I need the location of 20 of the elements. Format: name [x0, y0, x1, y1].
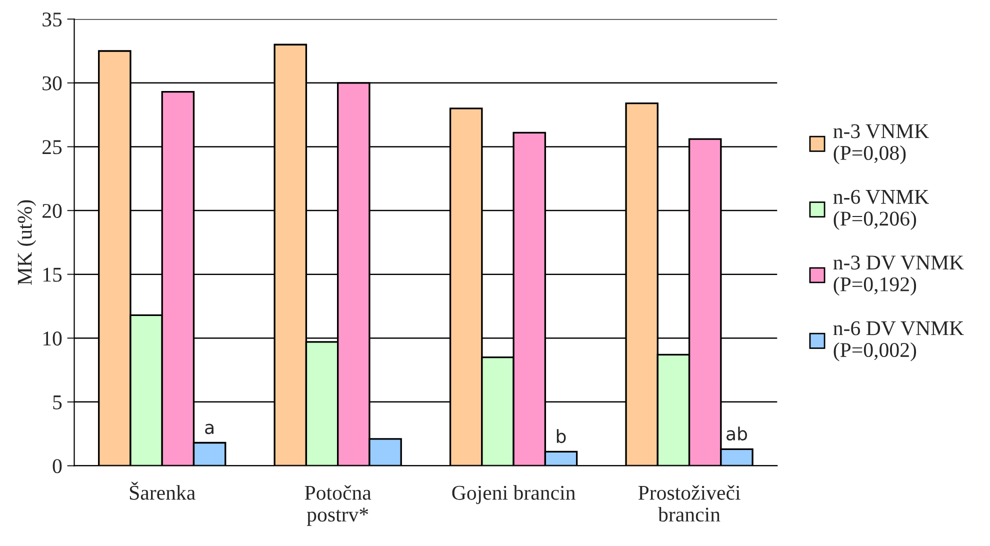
- y-tick-label: 0: [52, 459, 62, 474]
- y-tick-label: 25: [42, 140, 62, 154]
- y-tick-label: 5: [53, 396, 62, 410]
- y-tick-label: 10: [43, 332, 62, 346]
- y-tick-label: 20: [42, 204, 62, 218]
- y-tick-label: 35: [42, 12, 62, 27]
- x-tick-label: Šarenka: [130, 482, 196, 500]
- y-axis-title: MK (ut%): [17, 200, 36, 285]
- legend-label: n-3 DV VNMK (P=0,192): [833, 256, 964, 296]
- legend-label: n-6 VNMK (P=0,206): [833, 190, 929, 230]
- x-tick-label: Potočna postrv*: [304, 485, 372, 526]
- legend-label: n-6 DV VNMK (P=0,002): [833, 321, 964, 362]
- annotation: b: [556, 429, 566, 444]
- y-tick-label: 15: [43, 268, 62, 282]
- annotation: ab: [726, 426, 748, 441]
- x-tick-label: Gojeni brancin: [452, 485, 576, 504]
- legend-label: n-3 VNMK (P=0,08): [833, 124, 929, 164]
- y-tick-label: 30: [42, 76, 62, 90]
- annotation: a: [205, 424, 214, 434]
- x-tick-label: Prostoživeči brancin: [638, 485, 740, 522]
